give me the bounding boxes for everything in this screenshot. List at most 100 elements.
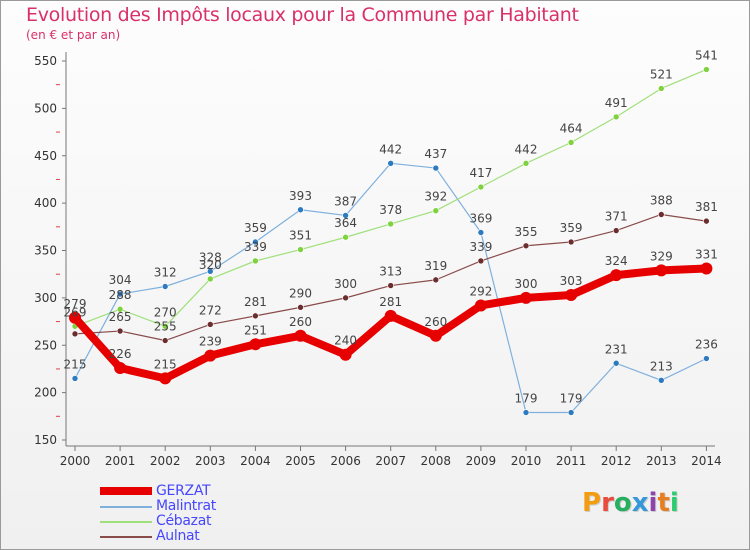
data-label-cébazat: 417 <box>469 166 492 180</box>
data-label-gerzat: 281 <box>379 295 402 309</box>
logo-letter: t <box>657 488 670 518</box>
y-tick-label: 150 <box>34 433 57 447</box>
data-point-cébazat <box>297 246 304 253</box>
data-point-gerzat <box>159 372 172 385</box>
logo-letter: r <box>601 488 614 518</box>
x-tick-label: 2007 <box>375 454 406 468</box>
data-label-malintrat: 179 <box>515 392 538 406</box>
data-label-gerzat: 279 <box>64 297 87 311</box>
legend-swatch <box>100 506 152 508</box>
data-label-aulnat: 313 <box>379 265 402 279</box>
data-point-aulnat <box>207 321 214 328</box>
data-point-gerzat <box>520 291 532 304</box>
data-point-malintrat <box>703 355 710 362</box>
data-label-malintrat: 312 <box>154 266 177 280</box>
data-point-malintrat <box>297 206 304 214</box>
data-label-cébazat: 541 <box>695 49 718 63</box>
data-point-cébazat <box>387 220 395 228</box>
data-label-gerzat: 251 <box>244 323 267 337</box>
x-tick-label: 2000 <box>60 454 91 468</box>
y-tick-label: 350 <box>34 244 57 258</box>
data-label-malintrat: 359 <box>244 221 267 235</box>
data-point-gerzat <box>565 289 578 302</box>
logo-letter: i <box>669 488 679 518</box>
data-point-malintrat <box>161 283 169 290</box>
data-label-gerzat: 260 <box>289 315 312 329</box>
data-point-gerzat <box>114 361 127 374</box>
data-label-cébazat: 320 <box>199 258 222 272</box>
data-point-cébazat <box>477 183 485 191</box>
data-label-aulnat: 255 <box>154 320 177 334</box>
data-label-aulnat: 300 <box>334 277 357 291</box>
data-point-cébazat <box>703 66 710 73</box>
data-point-malintrat <box>567 409 575 416</box>
data-label-aulnat: 388 <box>650 193 673 207</box>
proxiti-logo: Proxiti <box>582 488 679 518</box>
data-label-cébazat: 491 <box>605 96 628 110</box>
data-point-cébazat <box>432 207 440 215</box>
data-point-cébazat <box>207 275 214 283</box>
data-label-gerzat: 324 <box>605 254 628 268</box>
data-label-gerzat: 260 <box>424 315 447 329</box>
data-point-aulnat <box>477 257 485 265</box>
data-point-aulnat <box>612 227 620 234</box>
x-tick-label: 2009 <box>466 454 497 468</box>
x-tick-label: 2006 <box>330 454 361 468</box>
x-tick-label: 2003 <box>195 454 226 468</box>
logo-letter: x <box>631 488 649 518</box>
data-point-cébazat <box>252 257 259 265</box>
data-label-malintrat: 236 <box>695 338 718 352</box>
data-label-aulnat: 355 <box>515 225 538 239</box>
chart-title: Evolution des Impôts locaux pour la Comm… <box>26 4 579 26</box>
data-label-malintrat: 179 <box>560 392 583 406</box>
data-point-gerzat <box>610 269 623 282</box>
x-tick-label: 2010 <box>511 454 542 468</box>
data-label-malintrat: 442 <box>379 142 402 156</box>
data-point-cébazat <box>657 85 665 92</box>
data-point-malintrat <box>657 377 665 384</box>
data-point-aulnat <box>252 312 259 320</box>
data-point-malintrat <box>342 212 349 219</box>
x-tick-label: 2013 <box>646 454 677 468</box>
data-point-cébazat <box>161 322 169 330</box>
data-point-malintrat <box>252 238 259 246</box>
data-label-malintrat: 213 <box>650 359 673 373</box>
legend-swatch <box>100 487 152 495</box>
data-label-cébazat: 364 <box>334 216 357 230</box>
data-point-malintrat <box>116 290 124 298</box>
data-label-cébazat: 288 <box>109 288 132 302</box>
data-label-malintrat: 393 <box>289 189 312 203</box>
y-tick-label: 400 <box>34 196 57 210</box>
data-point-aulnat <box>387 282 395 289</box>
x-tick-label: 2008 <box>421 454 452 468</box>
data-label-aulnat: 339 <box>469 240 492 254</box>
data-label-cébazat: 442 <box>515 142 538 156</box>
data-label-malintrat: 328 <box>199 250 222 264</box>
x-tick-label: 2014 <box>691 454 722 468</box>
data-label-cébazat: 270 <box>154 305 177 319</box>
data-point-cébazat <box>342 233 349 241</box>
data-point-gerzat <box>700 262 713 275</box>
data-point-gerzat <box>69 311 81 324</box>
y-tick-label: 550 <box>34 54 57 68</box>
logo-letter: P <box>582 488 602 518</box>
data-label-aulnat: 359 <box>560 221 583 235</box>
data-point-malintrat <box>207 268 214 275</box>
x-tick-label: 2002 <box>150 454 181 468</box>
data-point-malintrat <box>432 164 440 172</box>
data-point-aulnat <box>567 238 575 246</box>
data-label-aulnat: 272 <box>199 303 222 317</box>
data-label-aulnat: 319 <box>424 259 447 273</box>
data-label-malintrat: 437 <box>424 147 447 161</box>
data-point-malintrat <box>522 409 530 416</box>
data-label-cébazat: 378 <box>379 203 402 217</box>
data-point-gerzat <box>204 349 217 362</box>
data-label-aulnat: 281 <box>244 295 267 309</box>
legend-swatch <box>100 521 152 523</box>
data-label-cébazat: 339 <box>244 240 267 254</box>
data-label-gerzat: 303 <box>560 274 583 288</box>
data-point-gerzat <box>655 264 668 277</box>
data-point-aulnat <box>71 330 79 338</box>
data-point-aulnat <box>703 217 710 225</box>
legend-swatch <box>100 536 152 538</box>
